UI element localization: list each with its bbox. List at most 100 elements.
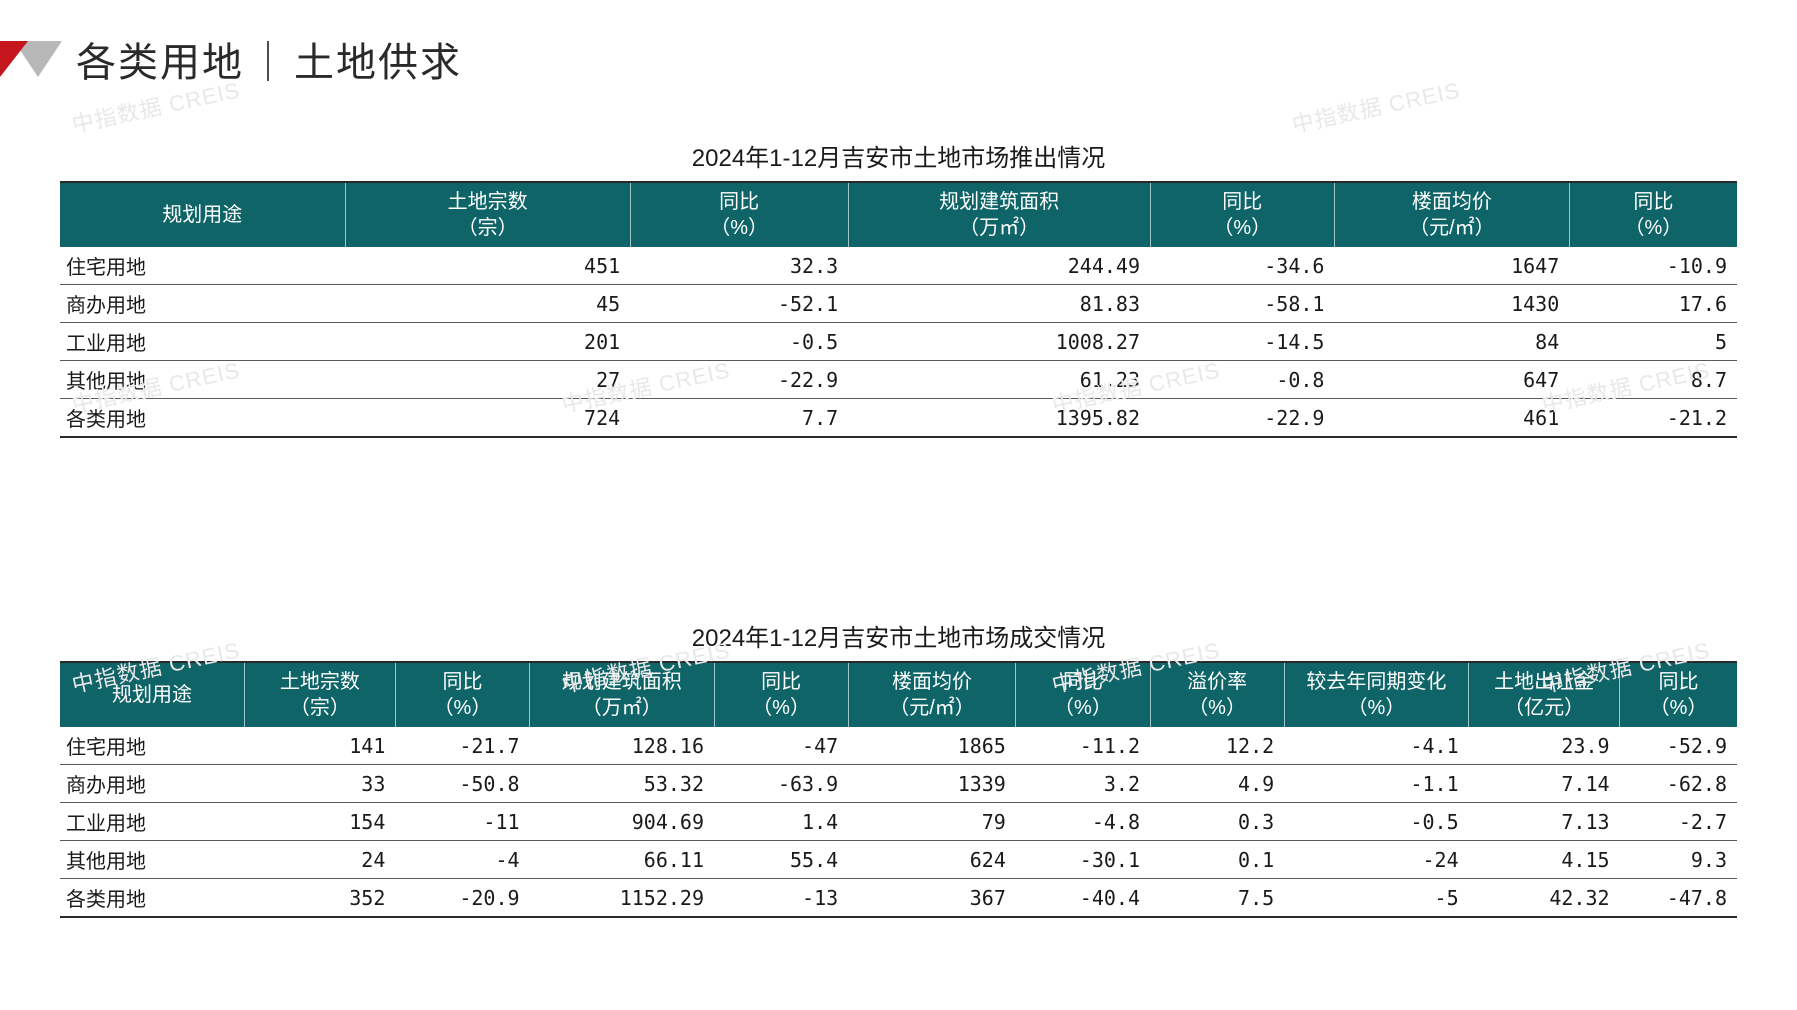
table2-cell: 9.3 [1620, 841, 1737, 879]
table1-cell: 商办用地 [60, 285, 345, 323]
table1-header-cell: 规划建筑面积（万㎡） [848, 183, 1150, 247]
table2-row: 各类用地352-20.91152.29-13367-40.47.5-542.32… [60, 879, 1737, 918]
table2-cell: -21.7 [395, 727, 529, 765]
table2-cell: 79 [848, 803, 1016, 841]
table2-header-cell: 较去年同期变化（%） [1284, 663, 1468, 727]
table2-cell: -24 [1284, 841, 1468, 879]
table1-row: 商办用地45-52.181.83-58.1143017.6 [60, 285, 1737, 323]
table1-cell: 7.7 [630, 399, 848, 438]
table1-header-cell: 同比（%） [1569, 183, 1737, 247]
table2-cell: -11.2 [1016, 727, 1150, 765]
table1-cell: 27 [345, 361, 630, 399]
table1-cell: -22.9 [1150, 399, 1334, 438]
table2-cell: -52.9 [1620, 727, 1737, 765]
table2-header-cell: 规划建筑面积（万㎡） [530, 663, 714, 727]
table1-row: 住宅用地45132.3244.49-34.61647-10.9 [60, 247, 1737, 285]
table1-cell: 201 [345, 323, 630, 361]
table1-cell: 451 [345, 247, 630, 285]
table2: 规划用途土地宗数（宗）同比（%）规划建筑面积（万㎡）同比（%）楼面均价（元/㎡）… [60, 663, 1737, 918]
table2-header-cell: 同比（%） [1620, 663, 1737, 727]
table1-row: 其他用地27-22.961.23-0.86478.7 [60, 361, 1737, 399]
table2-cell: 各类用地 [60, 879, 244, 918]
table1-cell: 724 [345, 399, 630, 438]
table2-cell: 128.16 [530, 727, 714, 765]
table2-cell: 0.1 [1150, 841, 1284, 879]
table2-cell: 23.9 [1469, 727, 1620, 765]
table1-row: 工业用地201-0.51008.27-14.5845 [60, 323, 1737, 361]
table1: 规划用途土地宗数（宗）同比（%）规划建筑面积（万㎡）同比（%）楼面均价（元/㎡）… [60, 183, 1737, 438]
table2-cell: 其他用地 [60, 841, 244, 879]
table2-header-cell: 溢价率（%） [1150, 663, 1284, 727]
table2-wrap: 规划用途土地宗数（宗）同比（%）规划建筑面积（万㎡）同比（%）楼面均价（元/㎡）… [60, 661, 1737, 918]
table2-cell: -20.9 [395, 879, 529, 918]
table2-cell: 904.69 [530, 803, 714, 841]
table2-cell: 33 [244, 765, 395, 803]
table1-cell: -0.5 [630, 323, 848, 361]
table2-row: 住宅用地141-21.7128.16-471865-11.212.2-4.123… [60, 727, 1737, 765]
table2-header-cell: 同比（%） [714, 663, 848, 727]
table1-cell: -34.6 [1150, 247, 1334, 285]
table1-cell: 461 [1334, 399, 1569, 438]
table1-cell: 45 [345, 285, 630, 323]
table2-cell: 7.13 [1469, 803, 1620, 841]
table1-cell: 647 [1334, 361, 1569, 399]
table1-cell: -21.2 [1569, 399, 1737, 438]
table1-cell: 244.49 [848, 247, 1150, 285]
table1-cell: -52.1 [630, 285, 848, 323]
table1-header-cell: 楼面均价（元/㎡） [1334, 183, 1569, 247]
table1-cell: 工业用地 [60, 323, 345, 361]
table2-cell: 住宅用地 [60, 727, 244, 765]
table1-cell: 17.6 [1569, 285, 1737, 323]
table1-cell: 1008.27 [848, 323, 1150, 361]
content-area: 2024年1-12月吉安市土地市场推出情况 规划用途土地宗数（宗）同比（%）规划… [0, 88, 1797, 918]
table1-header-row: 规划用途土地宗数（宗）同比（%）规划建筑面积（万㎡）同比（%）楼面均价（元/㎡）… [60, 183, 1737, 247]
table1-cell: -58.1 [1150, 285, 1334, 323]
table2-row: 工业用地154-11904.691.479-4.80.3-0.57.13-2.7 [60, 803, 1737, 841]
table2-header-cell: 楼面均价（元/㎡） [848, 663, 1016, 727]
table2-cell: 7.5 [1150, 879, 1284, 918]
table2-cell: 7.14 [1469, 765, 1620, 803]
table2-cell: 0.3 [1150, 803, 1284, 841]
table1-cell: 5 [1569, 323, 1737, 361]
table1-cell: 8.7 [1569, 361, 1737, 399]
table2-cell: -2.7 [1620, 803, 1737, 841]
table2-cell: -62.8 [1620, 765, 1737, 803]
table2-row: 商办用地33-50.853.32-63.913393.24.9-1.17.14-… [60, 765, 1737, 803]
table1-cell: -10.9 [1569, 247, 1737, 285]
table2-cell: -0.5 [1284, 803, 1468, 841]
table2-cell: 352 [244, 879, 395, 918]
page-header: 各类用地｜土地供求 [0, 0, 1797, 88]
table1-cell: 81.83 [848, 285, 1150, 323]
table2-cell: 12.2 [1150, 727, 1284, 765]
page-title: 各类用地｜土地供求 [76, 30, 462, 88]
table2-header-cell: 土地宗数（宗） [244, 663, 395, 727]
table2-cell: -13 [714, 879, 848, 918]
table2-cell: 1.4 [714, 803, 848, 841]
title-separator: ｜ [244, 40, 294, 85]
table2-cell: 1865 [848, 727, 1016, 765]
table1-title: 2024年1-12月吉安市土地市场推出情况 [60, 138, 1737, 173]
table2-cell: -5 [1284, 879, 1468, 918]
table1-cell: 住宅用地 [60, 247, 345, 285]
table2-cell: 367 [848, 879, 1016, 918]
table2-cell: 4.15 [1469, 841, 1620, 879]
table2-cell: -4.8 [1016, 803, 1150, 841]
table1-header-cell: 规划用途 [60, 183, 345, 247]
table2-cell: 154 [244, 803, 395, 841]
title-right: 土地供求 [294, 40, 462, 85]
table2-cell: 624 [848, 841, 1016, 879]
table2-header-row: 规划用途土地宗数（宗）同比（%）规划建筑面积（万㎡）同比（%）楼面均价（元/㎡）… [60, 663, 1737, 727]
table1-body: 住宅用地45132.3244.49-34.61647-10.9商办用地45-52… [60, 247, 1737, 437]
table1-cell: 61.23 [848, 361, 1150, 399]
table2-cell: -63.9 [714, 765, 848, 803]
table1-cell: -0.8 [1150, 361, 1334, 399]
table1-cell: -14.5 [1150, 323, 1334, 361]
table2-cell: -4.1 [1284, 727, 1468, 765]
logo-icon [0, 41, 62, 77]
table2-cell: -50.8 [395, 765, 529, 803]
table1-header-cell: 同比（%） [630, 183, 848, 247]
table1-cell: 84 [1334, 323, 1569, 361]
table2-title: 2024年1-12月吉安市土地市场成交情况 [60, 618, 1737, 653]
table2-cell: 55.4 [714, 841, 848, 879]
table1-cell: 1395.82 [848, 399, 1150, 438]
